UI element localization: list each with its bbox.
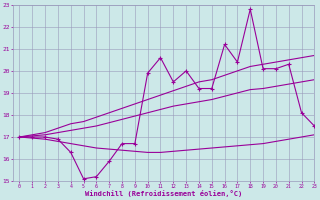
X-axis label: Windchill (Refroidissement éolien,°C): Windchill (Refroidissement éolien,°C) — [85, 190, 242, 197]
